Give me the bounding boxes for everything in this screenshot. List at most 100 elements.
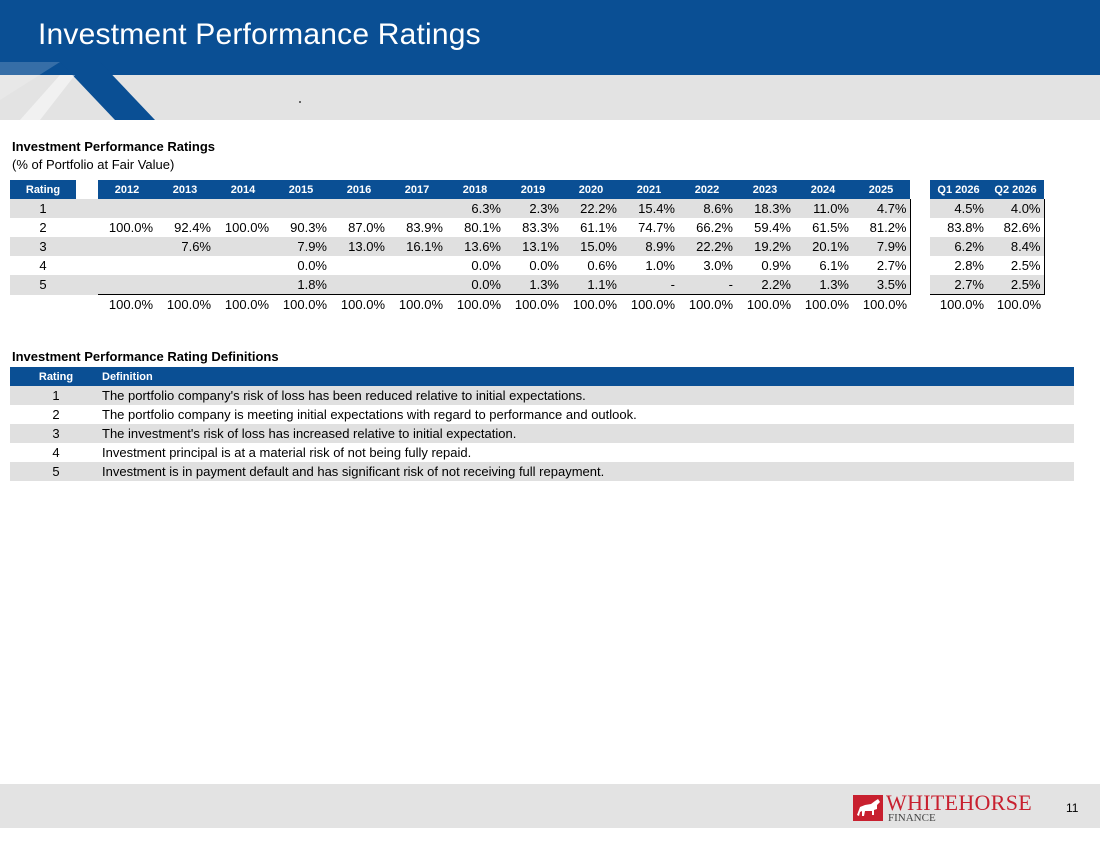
total-cell: 100.0% xyxy=(736,294,794,314)
value-cell xyxy=(388,256,446,275)
definition-row: 3 The investment's risk of loss has incre… xyxy=(10,424,1074,443)
rating-column-header: Rating xyxy=(10,180,76,199)
slide-header: Investment Performance Ratings xyxy=(0,0,1100,120)
header-band xyxy=(0,0,1100,75)
ratings-header-row: Rating 2012 2013 2014 2015 2016 2017 201… xyxy=(10,180,1044,199)
rating-cell: 1 xyxy=(10,199,76,218)
whitehorse-logo: WHITEHORSE FINANCE xyxy=(853,790,1043,827)
rating-cell: 5 xyxy=(10,462,102,481)
value-cell: 7.9% xyxy=(852,237,911,256)
value-cell: 13.6% xyxy=(446,237,504,256)
table-row: 4 0.0% 0.0% 0.0% 0.6% 1.0% 3.0% 0.9% 6.1% 2.7% 2.8… xyxy=(10,256,1045,275)
value-cell: 6.1% xyxy=(819,258,849,273)
logo-wordmark: WHITEHORSE xyxy=(886,790,1032,815)
value-cell: 2.5% xyxy=(987,275,1045,295)
value-cell: 15.4% xyxy=(620,199,678,218)
table-row: 5 1.8% 0.0% 1.3% 1.1% - -2.2% 1.3% 3.5% 2.7% 2.5% xyxy=(10,275,1045,295)
value-cell: 7.9% xyxy=(272,237,330,256)
value-cell: 2.7% xyxy=(930,275,987,295)
logo-subtext: FINANCE xyxy=(888,812,936,824)
year-header: 2012 xyxy=(98,180,156,199)
value-cell xyxy=(98,199,156,218)
value-cell: 6.3% xyxy=(446,199,504,218)
quarter-header: Q2 2026 xyxy=(987,180,1044,199)
definition-row: 2 The portfolio company is meeting initia… xyxy=(10,405,1074,424)
definition-column-header: Definition xyxy=(102,367,1074,386)
value-cell: 4.0% xyxy=(987,199,1045,218)
header-subband xyxy=(0,75,1100,120)
year-header: 2021 xyxy=(620,180,678,199)
value-cell: 0.0% xyxy=(529,258,559,273)
year-header: 2020 xyxy=(562,180,620,199)
value-cell xyxy=(214,256,272,275)
year-header: 2014 xyxy=(214,180,272,199)
rating-cell: 4 xyxy=(39,258,47,273)
value-cell: 80.1% xyxy=(464,220,501,235)
value-cell: 16.1% xyxy=(388,237,446,256)
total-cell: 100.0% xyxy=(678,294,736,314)
value-cell: 2.3% xyxy=(504,199,562,218)
value-cell: 81.2% xyxy=(852,218,911,237)
value-cell: 0.0% xyxy=(297,258,327,273)
definition-cell: The portfolio company is meeting initial… xyxy=(102,407,637,422)
value-cell: 2.7% xyxy=(852,256,911,275)
year-header: 2015 xyxy=(272,180,330,199)
value-cell: 1.3% xyxy=(794,275,852,295)
value-cell: 8.4% xyxy=(987,237,1045,256)
definitions-header-row: Rating Definition xyxy=(10,367,1074,386)
value-cell: 15.0% xyxy=(562,237,620,256)
definition-row: 5 Investment is in payment default and ha… xyxy=(10,462,1074,481)
value-cell: 100.0% xyxy=(224,220,269,235)
total-cell: 100.0% xyxy=(156,294,214,314)
definition-cell: The investment's risk of loss has increa… xyxy=(102,424,1074,443)
value-cell: 22.2% xyxy=(678,237,736,256)
value-cell: 2.8% xyxy=(954,258,984,273)
value-cell: 2.5% xyxy=(987,256,1045,275)
value-cell: 100.0% xyxy=(108,220,153,235)
value-cell: 92.4% xyxy=(174,220,211,235)
definition-cell: Investment is in payment default and has… xyxy=(102,462,1074,481)
rating-cell: 1 xyxy=(10,386,102,405)
value-cell: - xyxy=(620,275,678,295)
page-number: 11 xyxy=(1066,801,1079,815)
value-cell: 0.6% xyxy=(587,258,617,273)
value-cell: 8.9% xyxy=(620,237,678,256)
total-cell: 100.0% xyxy=(562,294,620,314)
value-cell: 13.1% xyxy=(504,237,562,256)
ratings-section-title: Investment Performance Ratings xyxy=(12,139,216,154)
rating-column-header: Rating xyxy=(10,367,102,386)
year-header: 2017 xyxy=(388,180,446,199)
value-cell: 7.6% xyxy=(156,237,214,256)
rating-cell: 2 xyxy=(39,220,47,235)
value-cell: 1.0% xyxy=(645,258,675,273)
value-cell: 4.5% xyxy=(930,199,987,218)
total-cell: 100.0% xyxy=(852,294,910,314)
total-cell: 100.0% xyxy=(272,294,330,314)
value-cell xyxy=(330,256,388,275)
definitions-section-title: Investment Performance Rating Definition… xyxy=(12,349,279,364)
total-cell: 100.0% xyxy=(504,294,562,314)
value-cell xyxy=(98,256,156,275)
value-cell: 0.0% xyxy=(446,275,504,295)
value-cell: 20.1% xyxy=(794,237,852,256)
definition-row: 4 Investment principal is at a material r… xyxy=(10,443,1074,462)
ratings-table: Rating 2012 2013 2014 2015 2016 2017 201… xyxy=(10,180,1045,314)
rating-cell: 5 xyxy=(10,275,76,295)
total-cell: 100.0% xyxy=(987,294,1044,314)
value-cell: 1.3% xyxy=(504,275,562,295)
rating-cell: 4 xyxy=(52,445,60,460)
total-cell: 100.0% xyxy=(794,294,852,314)
value-cell: 19.2% xyxy=(736,237,794,256)
value-cell: 4.7% xyxy=(852,199,911,218)
value-cell xyxy=(330,199,388,218)
year-header: 2023 xyxy=(736,180,794,199)
value-cell: 90.3% xyxy=(290,220,327,235)
year-header: 2024 xyxy=(794,180,852,199)
value-cell: 1.8% xyxy=(272,275,330,295)
value-cell: 83.3% xyxy=(522,220,559,235)
value-cell: 6.2% xyxy=(930,237,987,256)
year-header: 2022 xyxy=(678,180,736,199)
value-cell xyxy=(156,256,214,275)
horse-icon xyxy=(853,795,883,821)
definition-cell: The portfolio company's risk of loss has… xyxy=(102,386,1074,405)
